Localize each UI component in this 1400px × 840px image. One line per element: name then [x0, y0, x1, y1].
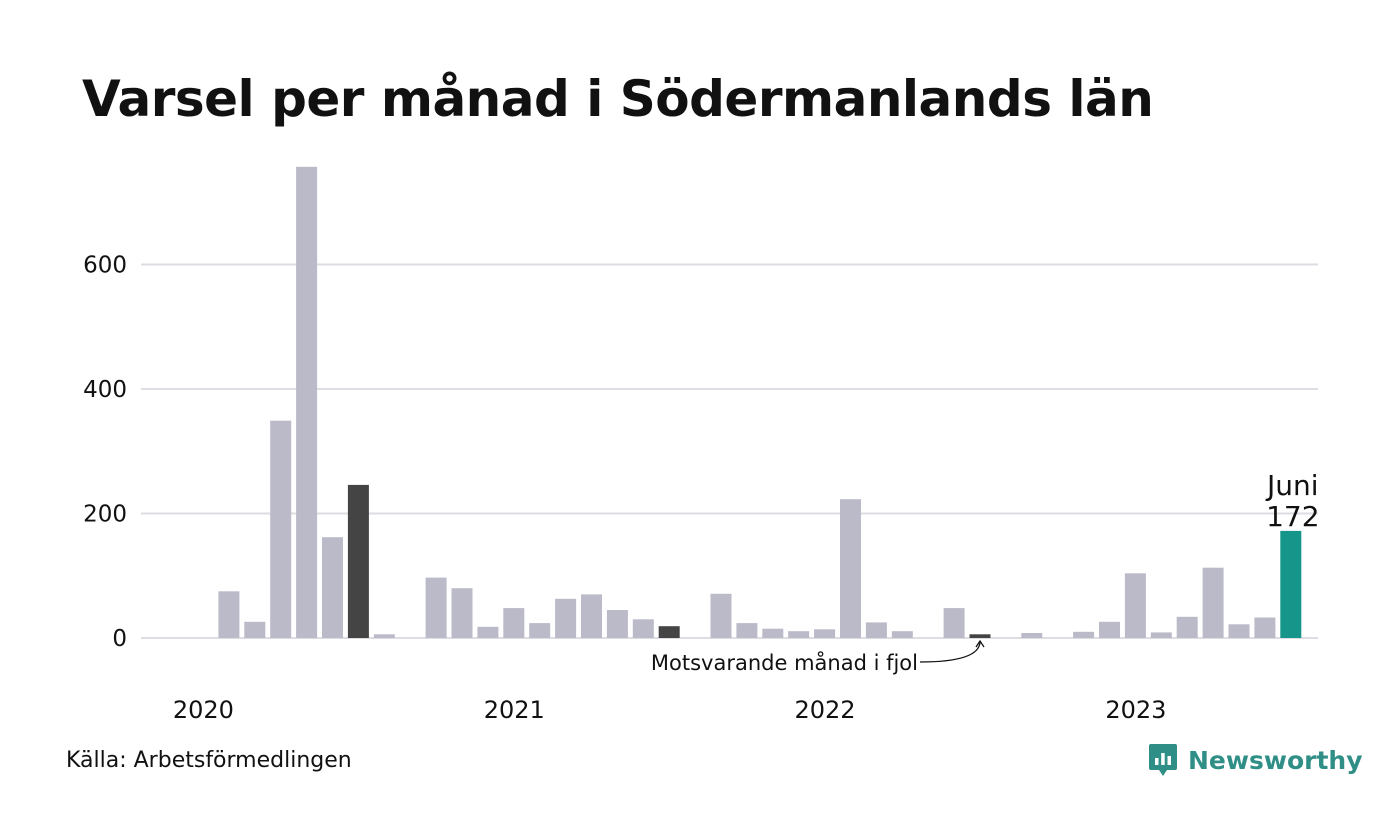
bar [943, 608, 965, 638]
brand: Newsworthy [1148, 742, 1363, 778]
bar [244, 621, 266, 638]
bar [373, 634, 395, 638]
bar [1176, 616, 1198, 638]
bar [865, 622, 887, 638]
bar [632, 619, 654, 638]
annotation-arrow [919, 641, 981, 663]
bar [218, 591, 240, 638]
y-tick-label: 400 [83, 377, 127, 403]
bar-previous-year [969, 634, 991, 638]
bar [425, 577, 447, 638]
bar [322, 537, 343, 638]
x-year-label: 2022 [794, 696, 855, 724]
bar [606, 610, 628, 638]
highlight-value-label: 172 [1266, 500, 1319, 533]
newsworthy-logo-icon [1149, 744, 1177, 776]
bar [891, 631, 913, 638]
bar [840, 499, 861, 638]
bar [581, 594, 602, 638]
bar [1254, 617, 1276, 638]
bar [1021, 633, 1043, 638]
bars [218, 166, 1302, 639]
bar-previous-year [347, 484, 369, 638]
bar [503, 608, 525, 638]
bar [1150, 632, 1172, 638]
bar-previous-year [658, 626, 680, 638]
bar [788, 631, 810, 638]
bar [1099, 621, 1120, 638]
x-year-label: 2023 [1105, 696, 1166, 724]
bar [710, 593, 732, 638]
y-tick-label: 0 [112, 626, 127, 652]
bar [736, 623, 758, 638]
annotation-arrowhead [975, 639, 985, 648]
bar [1124, 573, 1146, 638]
x-year-label: 2021 [484, 696, 545, 724]
bar [1228, 624, 1250, 638]
chart-title: Varsel per månad i Södermanlands län [82, 70, 1154, 128]
bar [555, 598, 577, 638]
source-credit: Källa: Arbetsförmedlingen [66, 748, 352, 773]
bar [270, 420, 292, 638]
bar [762, 628, 784, 638]
bar [814, 629, 836, 638]
y-tick-label: 200 [83, 502, 127, 528]
brand-name: Newsworthy [1188, 745, 1363, 775]
highlight-month-label: Juni [1265, 469, 1319, 502]
bar-highlight [1280, 530, 1302, 638]
x-year-label: 2020 [173, 696, 234, 724]
bar [1202, 567, 1224, 638]
bar [451, 588, 473, 638]
annotation-text: Motsvarande månad i fjol [651, 650, 918, 675]
y-tick-label: 600 [83, 253, 127, 279]
bar [529, 623, 551, 638]
bar [296, 166, 318, 639]
bar [1073, 631, 1095, 638]
bar [477, 626, 499, 638]
